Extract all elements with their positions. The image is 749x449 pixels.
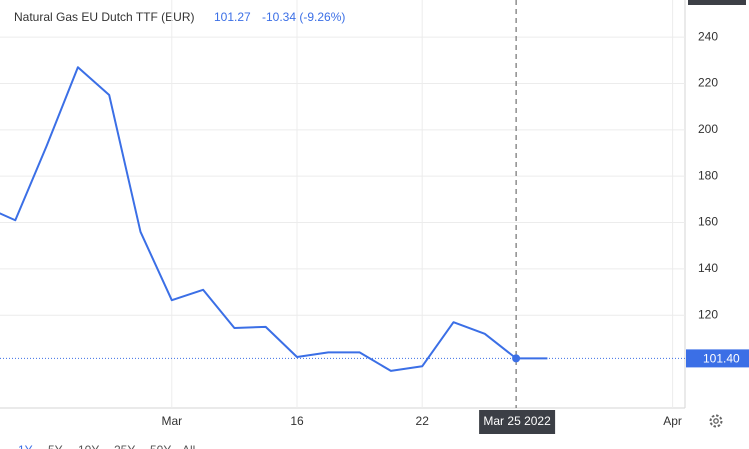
crosshair-tag bbox=[479, 410, 556, 434]
range-button[interactable]: 1Y bbox=[18, 443, 33, 449]
crosshair-point bbox=[512, 354, 521, 363]
settings-icon[interactable] bbox=[709, 414, 723, 428]
y-tick-label: 160 bbox=[698, 215, 718, 229]
x-tick-label: 16 bbox=[290, 414, 304, 428]
x-tick-label: Apr bbox=[663, 414, 682, 428]
last-price: 101.27 bbox=[214, 10, 251, 24]
y-tick-label: 180 bbox=[698, 168, 718, 182]
last-price-label: 101.40 bbox=[703, 352, 740, 366]
last-price-tag bbox=[686, 349, 749, 368]
range-button[interactable]: 10Y bbox=[78, 443, 99, 449]
x-tick-label: Mar bbox=[161, 414, 182, 428]
chart-title: Natural Gas EU Dutch TTF (EUR) bbox=[14, 10, 194, 24]
range-button[interactable]: All bbox=[182, 443, 195, 449]
y-tick-label: 220 bbox=[698, 76, 718, 90]
clipped-label bbox=[688, 0, 746, 5]
x-tick-label: 22 bbox=[416, 414, 430, 428]
range-button[interactable]: 5Y bbox=[48, 443, 63, 449]
plot-area bbox=[0, 0, 685, 408]
y-tick-label: 240 bbox=[698, 29, 718, 43]
crosshair-label: Mar 25 2022 bbox=[483, 414, 551, 428]
price-line bbox=[0, 66, 548, 372]
range-button[interactable]: 25Y bbox=[114, 443, 135, 449]
y-tick-label: 200 bbox=[698, 122, 718, 136]
range-button[interactable]: 50Y bbox=[150, 443, 171, 449]
y-tick-label: 120 bbox=[698, 307, 718, 321]
price-change: -10.34 (-9.26%) bbox=[262, 10, 345, 24]
y-tick-label: 140 bbox=[698, 261, 718, 275]
